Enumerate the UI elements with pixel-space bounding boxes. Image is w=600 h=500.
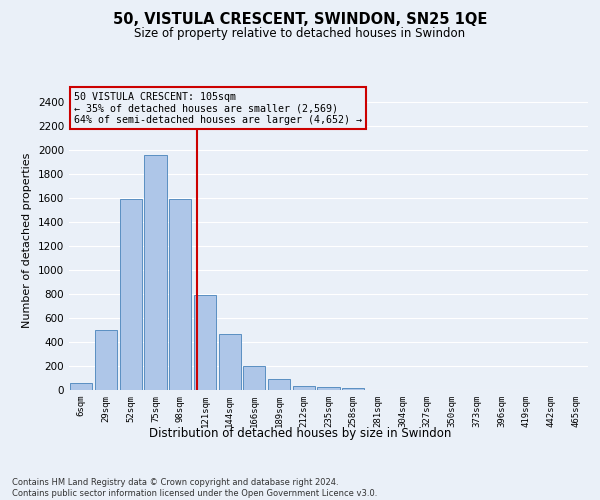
Bar	[119, 199, 142, 390]
Bar	[218, 334, 241, 390]
Text: 50, VISTULA CRESCENT, SWINDON, SN25 1QE: 50, VISTULA CRESCENT, SWINDON, SN25 1QE	[113, 12, 487, 28]
Bar	[95, 330, 117, 390]
Bar	[145, 155, 167, 390]
Text: Distribution of detached houses by size in Swindon: Distribution of detached houses by size …	[149, 428, 451, 440]
Bar	[317, 387, 340, 390]
Text: 50 VISTULA CRESCENT: 105sqm
← 35% of detached houses are smaller (2,569)
64% of : 50 VISTULA CRESCENT: 105sqm ← 35% of det…	[74, 92, 362, 124]
Bar	[293, 386, 315, 390]
Bar	[243, 366, 265, 390]
Text: Size of property relative to detached houses in Swindon: Size of property relative to detached ho…	[134, 28, 466, 40]
Text: Contains HM Land Registry data © Crown copyright and database right 2024.
Contai: Contains HM Land Registry data © Crown c…	[12, 478, 377, 498]
Bar	[342, 388, 364, 390]
Bar	[194, 295, 216, 390]
Bar	[169, 199, 191, 390]
Bar	[70, 384, 92, 390]
Bar	[268, 379, 290, 390]
Y-axis label: Number of detached properties: Number of detached properties	[22, 152, 32, 328]
